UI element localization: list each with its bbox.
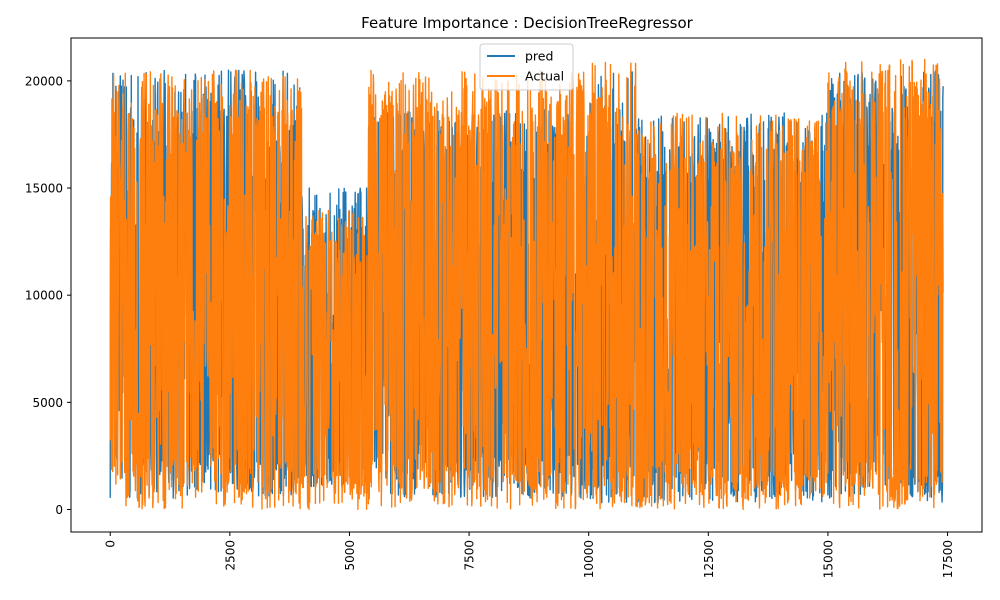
x-tick-label: 0 [104, 540, 118, 548]
series-line-actual [109, 58, 944, 511]
x-tick-label: 5000 [343, 540, 357, 571]
x-tick-label: 17500 [941, 540, 955, 578]
y-tick-label: 15000 [25, 182, 63, 196]
legend-label-actual: Actual [525, 69, 564, 84]
legend: pred Actual [479, 43, 574, 91]
x-tick-label: 7500 [463, 540, 477, 571]
series-layer [109, 58, 944, 511]
x-tick-label: 15000 [821, 540, 835, 578]
chart-title: Feature Importance : DecisionTreeRegress… [361, 14, 693, 32]
y-axis: 0 5000 10000 15000 20000 [25, 74, 71, 517]
plot-frame [70, 37, 983, 533]
x-tick-label: 2500 [223, 540, 237, 571]
plot-area [70, 37, 983, 533]
y-tick-label: 20000 [25, 74, 63, 88]
y-tick-label: 5000 [32, 396, 63, 410]
legend-label-pred: pred [525, 49, 553, 64]
y-tick-label: 0 [55, 503, 63, 517]
x-axis: 0 2500 5000 7500 10000 12500 15000 17500 [104, 532, 955, 578]
x-tick-label: 10000 [582, 540, 596, 578]
x-tick-label: 12500 [702, 540, 716, 578]
y-tick-label: 10000 [25, 289, 63, 303]
